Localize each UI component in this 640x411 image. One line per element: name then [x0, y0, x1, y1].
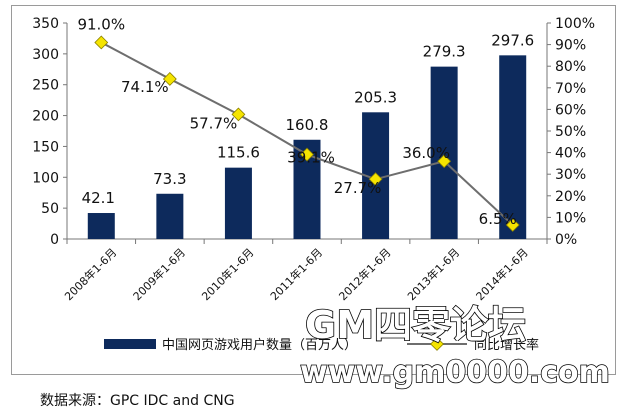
- category-label: 2011年1-6月: [267, 245, 325, 303]
- y-tick-label: 0: [50, 232, 59, 248]
- bar-value-label: 205.3: [354, 88, 397, 106]
- y2-tick-label: 0%: [555, 232, 577, 248]
- growth-rate-marker: [162, 72, 177, 86]
- legend-bar-swatch: [104, 339, 156, 349]
- axes: 0 50 100 150 200 250 300 350 0% 10% 20% 30% 40% 50% 60…: [32, 16, 595, 248]
- bar: [87, 213, 115, 239]
- category-label: 2009年1-6月: [130, 245, 188, 303]
- bar: [224, 167, 252, 239]
- y2-tick-label: 80%: [555, 59, 586, 75]
- category-label: 2013年1-6月: [404, 245, 462, 303]
- category-labels: 2008年1-6月 2009年1-6月 2010年1-6月 2011年1-6月 2012…: [61, 245, 530, 303]
- legend-bar-label: 中国网页游戏用户数量（百万人）: [162, 337, 357, 353]
- growth-rate-series: [94, 35, 520, 232]
- y2-tick-label: 70%: [555, 81, 586, 97]
- bar-series: [87, 55, 527, 239]
- bar-value-label: 115.6: [217, 144, 260, 162]
- growth-rate-marker: [368, 172, 383, 187]
- y-tick-label: 100: [32, 170, 59, 186]
- growth-rate-marker: [300, 147, 314, 162]
- bar-value-label: 297.6: [491, 31, 534, 49]
- growth-rate-label: 27.7%: [334, 179, 382, 197]
- growth-rate-marker: [94, 35, 109, 50]
- category-label: 2008年1-6月: [61, 245, 119, 303]
- bar-value-label: 279.3: [423, 43, 466, 61]
- bar: [430, 66, 458, 239]
- growth-rate-marker: [505, 218, 520, 232]
- y2-tick-label: 20%: [555, 189, 586, 205]
- chart-frame: 0 50 100 150 200 250 300 350 0% 10% 20% 30% 40% 50% 60…: [11, 5, 616, 375]
- growth-rate-label: 91.0%: [77, 15, 125, 33]
- source-note: 数据来源：GPC IDC and CNG: [40, 393, 235, 409]
- bar-value-label: 42.1: [82, 189, 115, 207]
- legend: 中国网页游戏用户数量（百万人） 同比增长率: [104, 337, 539, 353]
- y2-tick-label: 30%: [555, 167, 586, 183]
- category-label: 2014年1-6月: [473, 245, 531, 303]
- y2-tick-label: 10%: [555, 210, 586, 226]
- growth-rate-marker: [437, 154, 452, 169]
- y-tick-label: 350: [32, 16, 59, 32]
- y-tick-label: 50: [41, 201, 59, 217]
- legend-line-label: 同比增长率: [474, 337, 539, 353]
- growth-rate-label: 57.7%: [190, 114, 238, 132]
- y2-tick-label: 100%: [555, 16, 595, 32]
- bar: [156, 193, 184, 239]
- y2-tick-label: 40%: [555, 146, 586, 162]
- legend-line-marker: [430, 337, 444, 351]
- y-tick-label: 150: [32, 139, 59, 155]
- growth-rate-label: 36.0%: [402, 144, 450, 162]
- growth-rate-label: 74.1%: [121, 78, 169, 96]
- chart: 0 50 100 150 200 250 300 350 0% 10% 20% 30% 40% 50% 60…: [32, 15, 595, 353]
- category-label: 2010年1-6月: [199, 245, 257, 303]
- y2-tick-label: 50%: [555, 124, 586, 140]
- y-tick-label: 200: [32, 109, 59, 125]
- bar: [499, 55, 527, 239]
- growth-rate-label: 6.5%: [479, 210, 517, 228]
- bar-value-label: 160.8: [286, 116, 329, 134]
- growth-rate-label: 39.1%: [287, 149, 335, 167]
- bar-value-label: 73.3: [153, 170, 186, 188]
- y-tick-label: 300: [32, 47, 59, 63]
- category-label: 2012年1-6月: [336, 245, 394, 303]
- y2-tick-label: 60%: [555, 102, 586, 118]
- y2-tick-label: 90%: [555, 38, 586, 54]
- y-tick-label: 250: [32, 78, 59, 94]
- data-labels: 42.1 73.3 115.6 160.8 205.3 279.3 297.6 91.0% 74…: [77, 15, 534, 228]
- growth-rate-marker: [231, 107, 246, 122]
